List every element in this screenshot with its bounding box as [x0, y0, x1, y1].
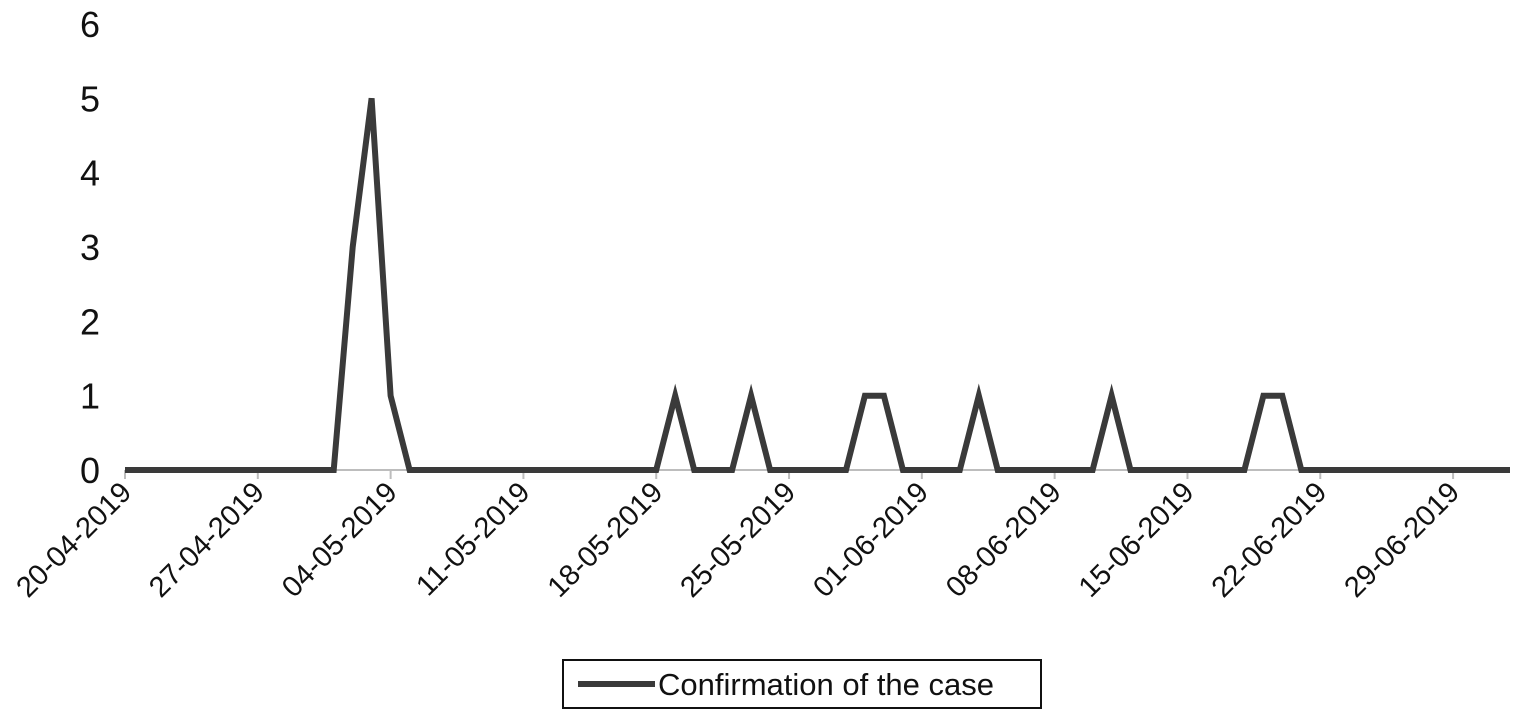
legend-entry-label: Confirmation of the case — [658, 667, 994, 702]
y-tick-label: 6 — [80, 4, 100, 45]
x-tick-label: 04-05-2019 — [276, 476, 404, 604]
x-tick-label: 01-06-2019 — [807, 476, 935, 604]
series-line — [125, 97, 1510, 473]
x-tick-label: 18-05-2019 — [542, 476, 670, 604]
x-tick-label: 22-06-2019 — [1206, 476, 1334, 604]
y-tick-label: 4 — [80, 153, 100, 194]
series-layer — [125, 97, 1510, 473]
x-tick-label: 15-06-2019 — [1073, 476, 1201, 604]
x-tick-label: 27-04-2019 — [143, 476, 271, 604]
y-axis-tick-labels: 0 1 2 3 4 5 6 — [80, 4, 100, 491]
y-tick-label: 0 — [80, 450, 100, 491]
legend: Confirmation of the case — [562, 659, 1042, 709]
y-tick-label: 5 — [80, 78, 100, 119]
x-tick-label: 25-05-2019 — [674, 476, 802, 604]
x-tick-label: 11-05-2019 — [410, 476, 536, 602]
y-tick-label: 3 — [80, 227, 100, 268]
x-tick-label: 20-04-2019 — [10, 476, 138, 604]
x-tick-label: 29-06-2019 — [1339, 476, 1467, 604]
y-tick-label: 2 — [80, 301, 100, 342]
x-tick-label: 08-06-2019 — [940, 476, 1068, 604]
x-axis: 20-04-2019 27-04-2019 04-05-2019 11-05-2019… — [10, 469, 1510, 604]
y-tick-label: 1 — [80, 376, 100, 417]
